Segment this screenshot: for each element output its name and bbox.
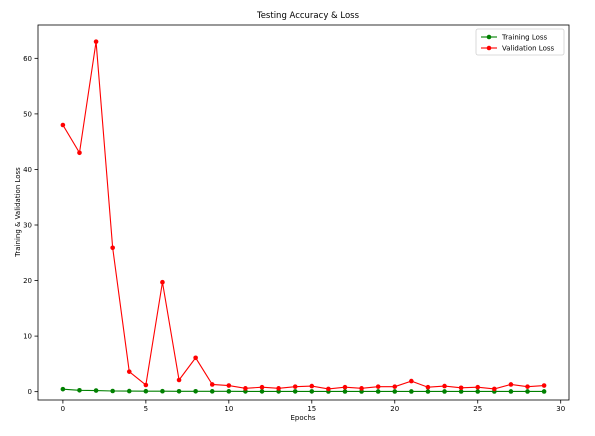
validation-loss-point	[193, 355, 198, 361]
x-tick-label: 5	[144, 405, 148, 413]
x-tick-label: 25	[473, 405, 482, 413]
legend-validation-loss-marker	[486, 45, 492, 51]
validation-loss-point	[359, 386, 364, 391]
validation-loss-point	[160, 279, 165, 285]
training-loss-point	[409, 389, 414, 394]
y-tick-label: 40	[23, 166, 32, 174]
training-loss-point	[541, 389, 547, 394]
legend-training-loss-marker	[486, 34, 492, 40]
training-loss-point	[93, 388, 99, 393]
validation-loss-point	[143, 382, 149, 388]
training-loss-point	[126, 388, 132, 394]
training-loss-point	[259, 389, 265, 394]
training-loss-point	[292, 389, 298, 394]
training-loss-point	[375, 389, 381, 394]
validation-loss-point	[375, 384, 381, 389]
validation-loss-point	[492, 386, 497, 392]
training-loss-point	[475, 389, 481, 394]
legend: Training Loss Validation Loss	[475, 28, 565, 56]
y-axis-label: Training & Validation Loss	[14, 167, 22, 258]
chart-title: Testing Accuracy & Loss	[256, 11, 360, 21]
x-tick-label: 15	[307, 405, 316, 413]
validation-loss-point	[475, 384, 481, 390]
x-axis-label: Epochs	[290, 414, 315, 422]
y-tick-label: 10	[23, 333, 32, 341]
validation-loss-point	[508, 382, 514, 387]
training-loss-point	[226, 389, 232, 394]
x-tick-label: 0	[61, 405, 65, 413]
training-loss-point	[77, 387, 82, 393]
y-tick-label: 20	[23, 277, 32, 285]
x-tick-label: 30	[556, 405, 565, 413]
validation-loss-point	[226, 383, 232, 388]
validation-loss-point	[276, 386, 281, 391]
training-loss-point	[425, 389, 431, 394]
validation-loss-point	[541, 383, 547, 388]
training-loss-point	[110, 388, 115, 394]
x-tick-label: 10	[224, 405, 233, 413]
validation-loss-point	[525, 384, 530, 389]
legend-training-loss-label: Training Loss	[501, 34, 548, 42]
training-loss-point	[160, 388, 165, 394]
validation-loss-point	[458, 385, 464, 391]
validation-loss-point	[392, 384, 398, 389]
series-group	[60, 39, 547, 394]
validation-loss-point	[259, 384, 265, 390]
training-loss-point	[143, 388, 149, 394]
legend-box	[475, 28, 565, 56]
y-tick-label: 30	[23, 222, 32, 230]
x-axis-ticks: 0 5 10 15 20 25 30	[61, 400, 565, 413]
validation-loss-point	[93, 39, 99, 44]
training-loss-line	[62, 388, 545, 392]
y-tick-label: 0	[28, 388, 32, 396]
training-loss-point	[309, 389, 315, 394]
y-tick-label: 50	[23, 110, 32, 118]
validation-loss-point	[243, 386, 248, 391]
validation-loss-point	[77, 150, 82, 156]
training-loss-point	[458, 389, 464, 394]
validation-loss-point	[309, 383, 315, 389]
training-loss-point	[193, 388, 198, 394]
validation-loss-point	[342, 384, 348, 390]
training-loss-point	[209, 389, 215, 394]
plot-frame	[37, 24, 570, 401]
validation-loss-point	[409, 378, 414, 384]
validation-loss-point	[110, 245, 115, 251]
validation-loss-point	[425, 384, 431, 390]
legend-validation-loss-label: Validation Loss	[502, 45, 554, 53]
validation-loss-point	[292, 384, 298, 389]
training-loss-point	[525, 389, 530, 394]
validation-loss-point	[442, 383, 447, 389]
validation-loss-point	[209, 382, 215, 387]
training-loss-point	[60, 386, 66, 392]
validation-loss-point	[176, 377, 182, 383]
y-tick-label: 60	[23, 55, 32, 63]
training-loss-point	[392, 389, 398, 394]
x-tick-label: 20	[390, 405, 399, 413]
validation-loss-line	[62, 41, 545, 390]
validation-loss-point	[126, 369, 132, 374]
y-axis-ticks: 0 10 20 30 40 50 60	[23, 55, 38, 396]
training-loss-point	[342, 389, 348, 394]
validation-loss-point	[326, 386, 331, 392]
training-loss-point	[508, 389, 514, 394]
training-loss-point	[442, 389, 447, 394]
training-loss-point	[176, 388, 182, 394]
validation-loss-point	[60, 122, 66, 128]
